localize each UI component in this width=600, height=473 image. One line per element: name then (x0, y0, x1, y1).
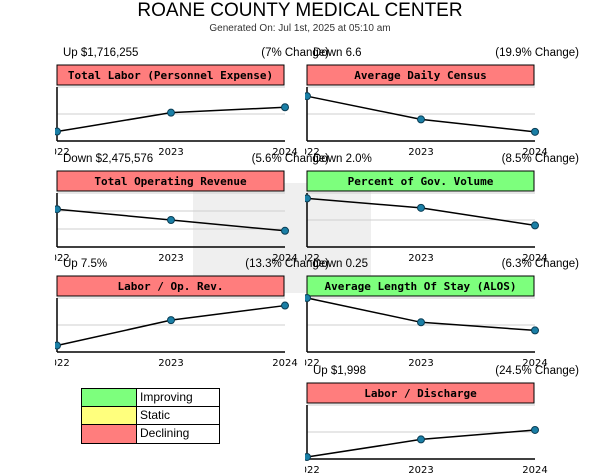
series-line (57, 306, 285, 346)
x-tick-label: 2024 (522, 465, 547, 473)
chart-change-amount: Down 0.25 (313, 258, 368, 271)
chart-change-percent: (19.9% Change) (495, 47, 579, 60)
chart-title: Total Operating Revenue (94, 175, 247, 188)
chart-svg: Total Operating Revenue$40M$42M$44M$46M2… (55, 167, 335, 261)
chart-panel-alos: Down 0.25 (6.3% Change) Average Length O… (305, 258, 585, 366)
chart-panel-average-daily-census: Down 6.6 (19.9% Change) Average Daily Ce… (305, 47, 585, 155)
data-point (168, 317, 175, 324)
legend-item-improving: Improving (82, 389, 219, 407)
chart-panel-total-labor: Up $1,716,255 (7% Change) Total Labor (P… (55, 47, 335, 155)
chart-panel-percent-gov-volume: Down 2.0% (8.5% Change) Percent of Gov. … (305, 153, 585, 261)
chart-title: Percent of Gov. Volume (348, 175, 494, 188)
data-point (418, 436, 425, 443)
data-point (532, 426, 539, 433)
chart-svg: Average Daily Census253035202220232024 (305, 61, 585, 155)
chart-svg: Labor / Discharge$8k$10k$12k202220232024 (305, 379, 585, 473)
chart-title: Average Length Of Stay (ALOS) (324, 280, 516, 293)
chart-labor-discharge: Labor / Discharge$8k$10k$12k202220232024 (305, 379, 585, 473)
chart-change-amount: Down 6.6 (313, 47, 362, 60)
chart-panel-labor-op-rev: Up 7.5% (13.3% Change) Labor / Op. Rev.5… (55, 258, 335, 366)
page-title: ROANE COUNTY MEDICAL CENTER (0, 0, 600, 22)
chart-panel-total-operating-revenue: Down $2,475,576 (5.6% Change) Total Oper… (55, 153, 335, 261)
chart-change-amount: Up $1,716,255 (63, 47, 138, 60)
data-point (305, 295, 311, 302)
data-point (418, 319, 425, 326)
data-point (282, 302, 289, 309)
generated-timestamp: Generated On: Jul 1st, 2025 at 05:10 am (0, 23, 600, 35)
data-point (282, 104, 289, 111)
data-point (55, 342, 61, 349)
chart-title: Labor / Op. Rev. (118, 280, 224, 293)
chart-total-operating-revenue: Total Operating Revenue$40M$42M$44M$46M2… (55, 167, 335, 261)
data-point (532, 222, 539, 229)
chart-change-percent: (24.5% Change) (495, 365, 579, 378)
x-tick-label: 2023 (408, 465, 433, 473)
chart-change-amount: Down $2,475,576 (63, 153, 153, 166)
series-line (307, 430, 535, 457)
chart-change-percent: (8.5% Change) (502, 153, 579, 166)
x-tick-label: 2022 (55, 358, 70, 366)
chart-change-amount: Up $1,998 (313, 365, 366, 378)
chart-svg: Percent of Gov. Volume20.0%22.0%24.0%202… (305, 167, 585, 261)
chart-change-amount: Up 7.5% (63, 258, 107, 271)
chart-change-amount: Down 2.0% (313, 153, 372, 166)
chart-total-labor: Total Labor (Personnel Expense)$24M$26M$… (55, 61, 335, 155)
x-tick-label: 2024 (272, 358, 297, 366)
data-point (168, 217, 175, 224)
data-point (282, 227, 289, 234)
legend-item-static: Static (82, 407, 219, 425)
chart-change-percent: (6.3% Change) (502, 258, 579, 271)
data-point (55, 128, 61, 135)
data-point (418, 204, 425, 211)
chart-title: Total Labor (Personnel Expense) (68, 69, 273, 82)
x-tick-label: 2022 (305, 465, 320, 473)
chart-percent-gov-volume: Percent of Gov. Volume20.0%22.0%24.0%202… (305, 167, 585, 261)
chart-average-daily-census: Average Daily Census253035202220232024 (305, 61, 585, 155)
data-point (305, 195, 311, 202)
data-point (418, 116, 425, 123)
data-point (55, 206, 61, 213)
legend-swatch (82, 389, 137, 406)
series-line (307, 198, 535, 225)
legend-label: Static (137, 407, 170, 424)
chart-alos: Average Length Of Stay (ALOS)3.63.84.020… (305, 272, 585, 366)
legend-label: Declining (137, 425, 189, 443)
x-tick-label: 2023 (158, 358, 183, 366)
legend-label: Improving (137, 389, 193, 406)
data-point (305, 93, 311, 100)
chart-title: Average Daily Census (354, 69, 486, 82)
chart-svg: Total Labor (Personnel Expense)$24M$26M$… (55, 61, 335, 155)
legend-swatch (82, 407, 137, 424)
legend-swatch (82, 425, 137, 443)
chart-svg: Average Length Of Stay (ALOS)3.63.84.020… (305, 272, 585, 366)
data-point (168, 109, 175, 116)
chart-title: Labor / Discharge (364, 387, 477, 400)
chart-svg: Labor / Op. Rev.55.0%60.0%65.0%202220232… (55, 272, 335, 366)
data-point (532, 128, 539, 135)
chart-labor-op-rev: Labor / Op. Rev.55.0%60.0%65.0%202220232… (55, 272, 335, 366)
chart-panel-labor-discharge: Up $1,998 (24.5% Change) Labor / Dischar… (305, 365, 585, 473)
data-point (305, 453, 311, 460)
data-point (532, 327, 539, 334)
legend-item-declining: Declining (82, 425, 219, 443)
legend: Improving Static Declining (81, 388, 220, 444)
